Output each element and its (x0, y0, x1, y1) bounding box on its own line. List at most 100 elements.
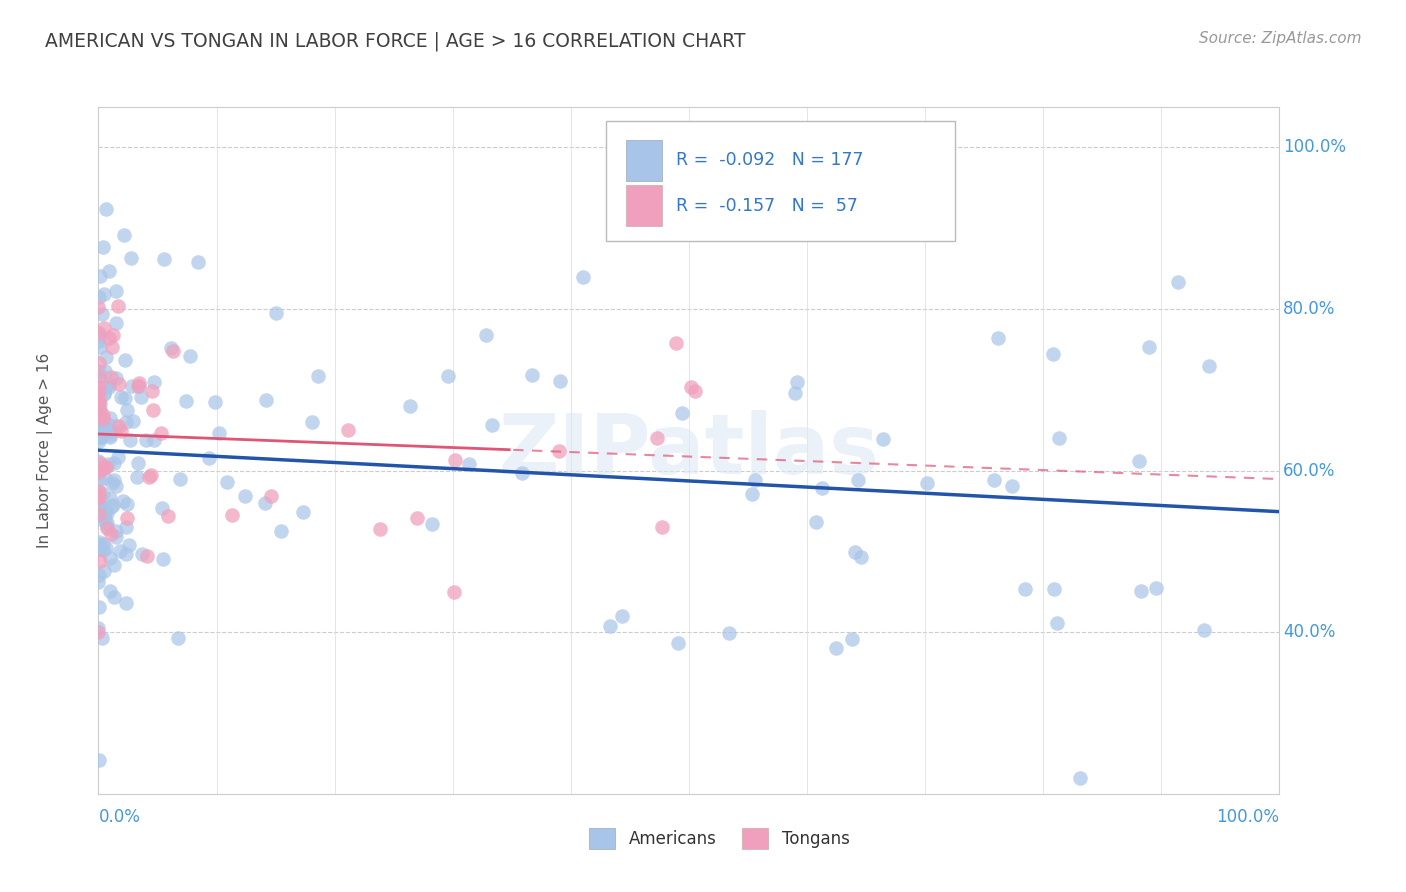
Point (93, 460, 115, 475)
Point (89, 472, 111, 486)
Point (96, 541, 118, 555)
Point (143, 375, 166, 389)
Point (1129, 584, 1152, 599)
Point (115, 415, 138, 429)
Point (115, 497, 138, 511)
Point (1000, 478, 1022, 492)
Text: 100.0%: 100.0% (1284, 138, 1346, 156)
Point (443, 585, 465, 599)
Point (89, 402, 111, 417)
Point (91, 307, 114, 321)
Point (105, 479, 128, 493)
Point (139, 468, 162, 483)
Point (162, 343, 184, 358)
Point (87, 512, 110, 526)
Point (110, 391, 132, 405)
Point (93, 564, 115, 578)
Point (1192, 624, 1215, 638)
Point (89, 341, 111, 355)
Point (87, 334, 110, 348)
Point (1137, 341, 1160, 355)
Point (93, 386, 115, 401)
Point (94, 364, 117, 378)
Point (437, 369, 460, 384)
Point (89, 434, 111, 448)
FancyBboxPatch shape (589, 828, 614, 849)
Point (87, 621, 110, 635)
Point (89, 542, 111, 557)
Point (167, 631, 190, 645)
Text: Source: ZipAtlas.com: Source: ZipAtlas.com (1198, 31, 1361, 46)
Point (107, 419, 129, 434)
Point (114, 392, 136, 406)
Point (128, 379, 150, 393)
Point (107, 377, 129, 392)
Point (93, 471, 115, 485)
Point (651, 520, 673, 534)
Point (87, 568, 110, 582)
Text: 100.0%: 100.0% (1216, 807, 1279, 826)
Point (179, 349, 201, 363)
FancyBboxPatch shape (742, 828, 768, 849)
Point (90, 424, 112, 438)
Point (91, 487, 114, 501)
Point (841, 632, 863, 646)
Text: R =  -0.157   N =  57: R = -0.157 N = 57 (676, 197, 858, 215)
Point (90, 430, 112, 444)
Point (91, 508, 114, 523)
Point (93, 320, 115, 334)
Point (87, 394, 110, 409)
Point (645, 431, 668, 445)
Point (136, 549, 159, 564)
Point (87, 386, 110, 401)
Point (135, 433, 157, 447)
Point (681, 380, 703, 394)
Point (89, 427, 111, 442)
Point (87, 460, 110, 475)
Point (786, 375, 808, 389)
Point (98, 430, 121, 444)
Point (105, 418, 128, 433)
Point (215, 475, 238, 489)
Point (157, 509, 180, 524)
Point (108, 544, 131, 558)
Point (103, 473, 125, 487)
Point (105, 530, 128, 544)
Point (112, 227, 135, 242)
Point (115, 520, 138, 534)
Point (87, 574, 110, 589)
Point (208, 426, 231, 441)
Text: AMERICAN VS TONGAN IN LABOR FORCE | AGE > 16 CORRELATION CHART: AMERICAN VS TONGAN IN LABOR FORCE | AGE … (45, 31, 745, 51)
Point (101, 499, 124, 513)
Point (89, 329, 111, 343)
Point (547, 444, 569, 458)
Point (599, 619, 621, 633)
Text: ZIPatlas: ZIPatlas (499, 410, 879, 491)
Point (98, 410, 121, 425)
Point (125, 470, 148, 484)
Point (87, 535, 110, 549)
Point (844, 544, 866, 558)
Point (89, 554, 111, 568)
Point (307, 369, 329, 384)
Point (97, 457, 120, 471)
Point (1014, 582, 1036, 597)
Point (111, 494, 134, 508)
Text: Americans: Americans (628, 830, 717, 847)
Point (94, 505, 117, 519)
Point (87, 465, 110, 479)
Point (666, 636, 689, 650)
Point (233, 489, 256, 503)
Point (89, 397, 111, 411)
FancyBboxPatch shape (606, 120, 955, 241)
Point (87, 406, 110, 420)
Point (118, 433, 141, 447)
Point (103, 558, 125, 572)
Point (89, 500, 111, 515)
Point (91, 418, 114, 433)
Point (444, 452, 467, 467)
Point (97, 417, 120, 432)
Point (94, 460, 117, 475)
Point (104, 524, 127, 539)
Point (138, 470, 160, 484)
